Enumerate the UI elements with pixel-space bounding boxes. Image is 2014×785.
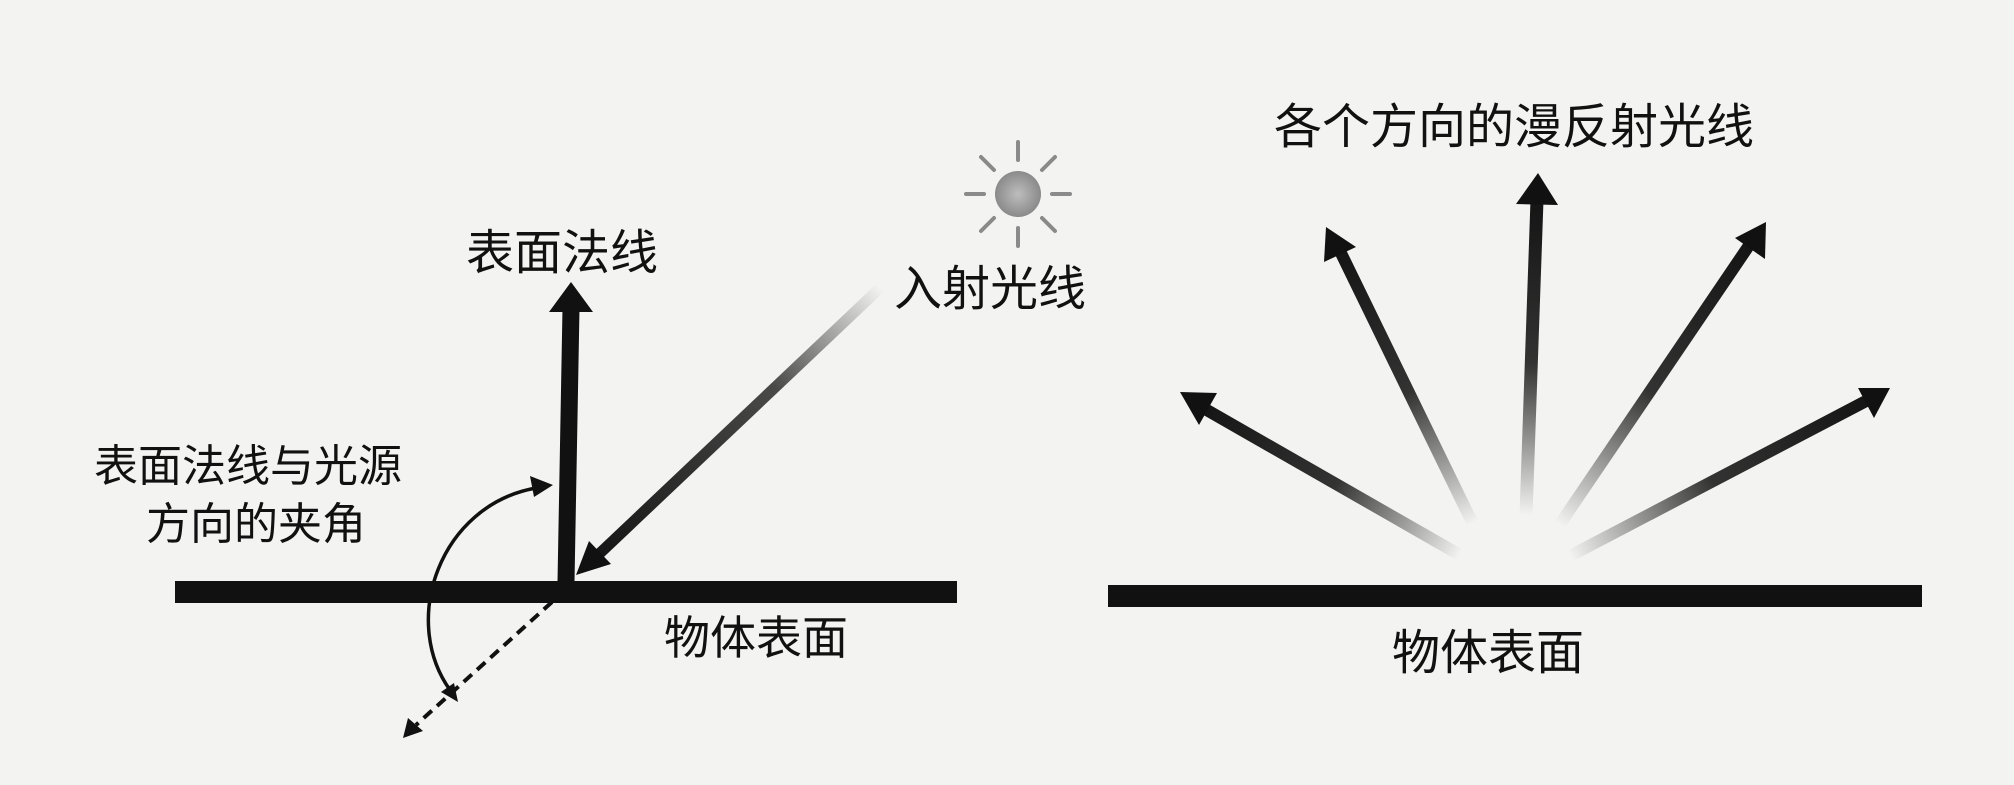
incident-ray-arrow bbox=[576, 284, 884, 575]
diffuse-ray-4 bbox=[1553, 222, 1766, 531]
angle-label-line1: 表面法线与光源 bbox=[94, 441, 402, 492]
right-surface-label: 物体表面 bbox=[1392, 625, 1585, 681]
incident-ray-label: 入射光线 bbox=[894, 261, 1087, 317]
diffuse-ray-3 bbox=[1516, 173, 1558, 516]
left-surface-label: 物体表面 bbox=[664, 611, 848, 665]
dashed-extension-arrow bbox=[403, 600, 554, 738]
diffuse-ray-2 bbox=[1324, 227, 1478, 525]
diffuse-title: 各个方向的漫反射光线 bbox=[1274, 99, 1755, 155]
angle-arc bbox=[426, 476, 553, 702]
diffuse-ray-1 bbox=[1180, 392, 1463, 561]
surface-normal-label: 表面法线 bbox=[466, 225, 659, 281]
left-surface-bar bbox=[175, 581, 957, 603]
surface-normal-arrow bbox=[549, 282, 593, 583]
angle-label-line2: 方向的夹角 bbox=[146, 499, 366, 550]
sun-icon bbox=[964, 140, 1072, 248]
right-surface-bar bbox=[1108, 585, 1922, 607]
diffuse-ray-5 bbox=[1565, 388, 1890, 563]
